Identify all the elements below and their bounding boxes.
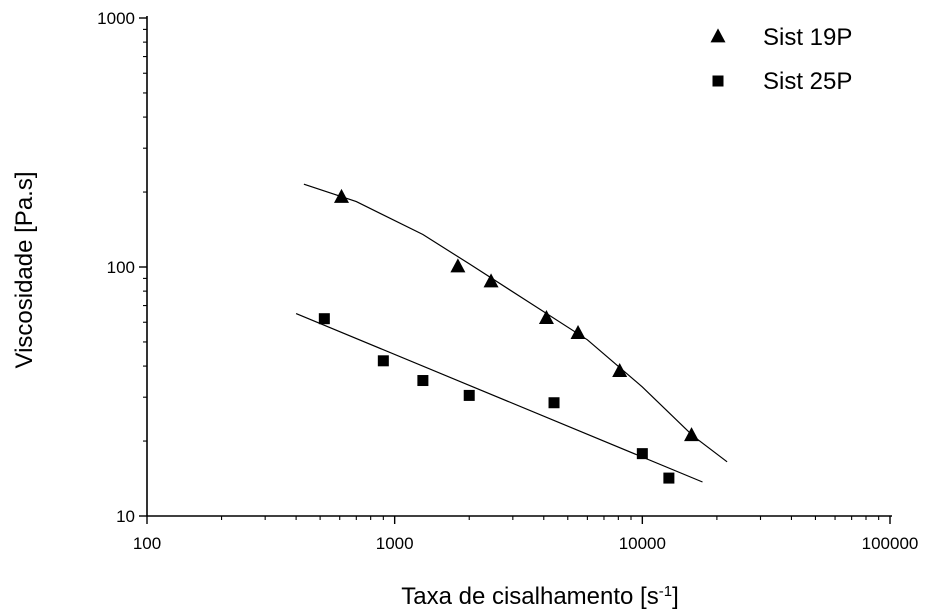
fit-line-series-1 [303, 183, 728, 463]
data-point-series-2 [548, 397, 560, 409]
x-tick-label: 100000 [862, 534, 919, 553]
y-axis-title: Viscosidade [Pa.s] [11, 171, 38, 368]
x-axis-title-superscript: -1 [659, 583, 672, 600]
data-point-series-1 [483, 273, 499, 288]
legend-label-series-1: Sist 19P [763, 24, 852, 51]
data-point-series-1 [538, 310, 554, 325]
fit-line-series-2 [295, 313, 703, 483]
data-point-series-2 [318, 313, 330, 325]
data-point-series-2 [377, 355, 389, 367]
fit-lines [295, 183, 728, 483]
x-axis-title-main: Taxa de cisalhamento [s [401, 583, 658, 610]
legend-marker-series-1 [710, 28, 726, 43]
x-axis-title: Taxa de cisalhamento [s-1] [401, 583, 679, 611]
legend-label-series-2: Sist 25P [763, 68, 852, 95]
x-tick-label: 10000 [619, 534, 666, 553]
y-tick-label: 100 [107, 258, 135, 277]
data-point-series-1 [334, 188, 350, 203]
ticks: 100 1000 10000 100000 10 100 1000 [97, 9, 918, 553]
legend-marker-series-2 [712, 75, 724, 87]
data-point-series-1 [684, 427, 700, 442]
x-axis-title-end: ] [672, 583, 679, 610]
data-point-series-2 [463, 389, 475, 401]
data-point-series-1 [570, 324, 586, 339]
data-point-series-2 [663, 472, 675, 484]
data-point-series-2 [417, 375, 429, 387]
axes [146, 16, 892, 517]
data-point-series-2 [636, 448, 648, 460]
data-point-series-1 [612, 362, 628, 377]
data-markers [318, 188, 700, 484]
x-tick-label: 1000 [376, 534, 414, 553]
y-tick-label: 1000 [97, 9, 135, 28]
y-tick-label: 10 [116, 507, 135, 526]
legend: Sist 19P Sist 25P [710, 24, 852, 95]
x-tick-label: 100 [133, 534, 161, 553]
data-point-series-1 [450, 258, 466, 273]
